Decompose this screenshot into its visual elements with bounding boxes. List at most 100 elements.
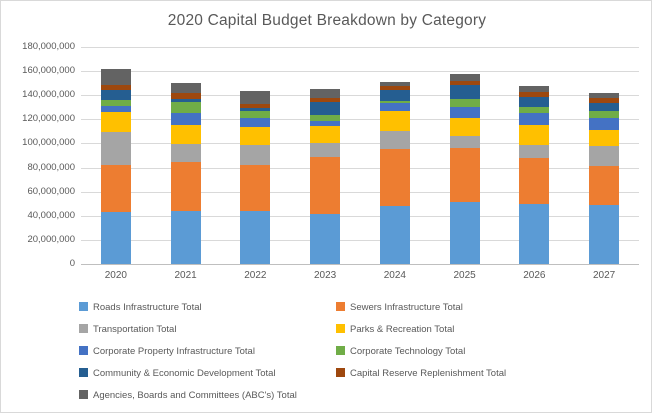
bar-segment [170,210,201,264]
bar-segment [379,130,410,149]
bar-segment [379,103,410,112]
y-axis-tick-label: 40,000,000 [27,209,75,221]
y-axis-tick-label: 0 [69,258,75,269]
bar-segment [170,101,201,113]
bar-segment [519,145,550,158]
bar-segment [310,98,341,103]
y-axis-tick-label: 100,000,000 [22,137,75,149]
x-axis-tick-label: 2021 [174,270,197,281]
legend-label: Capital Reserve Replenishment Total [350,368,507,379]
legend-item: Roads Infrastructure Total [79,297,202,313]
legend-item: Capital Reserve Replenishment Total [336,363,507,379]
x-axis-tick-label: 2024 [383,270,406,281]
y-axis-tick-label: 160,000,000 [22,65,75,77]
bar-segment [310,102,341,115]
legend-label: Parks & Recreation Total [350,324,455,335]
bar-segment [519,203,550,264]
bar-segment [170,99,201,102]
bar-segment [170,93,201,100]
bar-segment [589,111,620,119]
gridline [81,143,639,145]
bar-segment [519,157,550,204]
bar-segment [100,106,131,113]
bar-segment [589,103,620,112]
bar-segment [379,111,410,131]
bar-segment [310,114,341,121]
legend-label: Roads Infrastructure Total [93,302,202,313]
legend-swatch [79,368,88,377]
legend-item: Transportation Total [79,319,177,335]
bar-segment [449,80,480,85]
bar-segment [100,69,131,85]
bar-segment [379,81,410,87]
gridline [81,191,639,193]
bar-segment [519,112,550,126]
legend-item: Sewers Infrastructure Total [336,297,463,313]
bar-segment [519,106,550,113]
legend-swatch [336,368,345,377]
bar-segment [100,131,131,165]
bar-segment [100,100,131,107]
bar-segment [100,84,131,90]
x-axis-tick-label: 2023 [314,270,337,281]
bar-segment [449,99,480,108]
legend: Roads Infrastructure Total Sewers Infrast… [79,297,639,407]
bar-segment [240,104,271,109]
gridline [81,71,639,73]
bar-segment [589,93,620,99]
bar-segment [170,162,201,211]
legend-label: Corporate Technology Total [350,346,466,357]
legend-label: Sewers Infrastructure Total [350,302,463,313]
bar-segment [310,157,341,214]
bar-segment [589,118,620,130]
gridline [81,239,639,241]
bar-segment [449,74,480,81]
bar-segment [170,144,201,163]
bar-segment [240,117,271,127]
bar-segment [240,91,271,105]
bar-segment [449,147,480,202]
bar-segment [170,112,201,125]
x-axis-tick-label: 2027 [593,270,616,281]
bar-segment [100,89,131,101]
bar-segment [589,129,620,147]
legend-swatch [336,324,345,333]
legend-swatch [79,346,88,355]
legend-label: Corporate Property Infrastructure Total [93,346,255,357]
bar-segment [449,136,480,148]
bar-segment [240,110,271,118]
bar-segment [170,82,201,94]
bar-segment [170,124,201,145]
gridline [81,95,639,97]
y-axis-tick-label: 120,000,000 [22,113,75,125]
legend-swatch [79,390,88,399]
x-axis-tick-label: 2025 [453,270,476,281]
gridline [81,264,639,265]
gridline [81,47,639,48]
bar-segment [310,143,341,158]
bar-segment [240,164,271,211]
gridline [81,119,639,121]
y-axis-tick-label: 80,000,000 [27,161,75,173]
bar-segment [100,112,131,132]
legend-item: Corporate Technology Total [336,341,466,357]
bar-segment [379,148,410,207]
bar-segment [310,125,341,144]
bar-segment [449,201,480,264]
bar-segment [100,212,131,264]
bar-segment [310,89,341,99]
gridline [81,215,639,217]
legend-label: Transportation Total [93,324,177,335]
bar-segment [589,98,620,104]
bar-segment [310,120,341,126]
legend-swatch [79,324,88,333]
bar-segment [519,86,550,92]
legend-swatch [79,302,88,311]
bar-segment [310,213,341,264]
y-axis-tick-label: 180,000,000 [22,41,75,52]
bar-segment [379,86,410,91]
bar-segment [240,126,271,146]
gridline [81,167,639,169]
legend-swatch [336,302,345,311]
y-axis-tick-label: 20,000,000 [27,233,75,245]
